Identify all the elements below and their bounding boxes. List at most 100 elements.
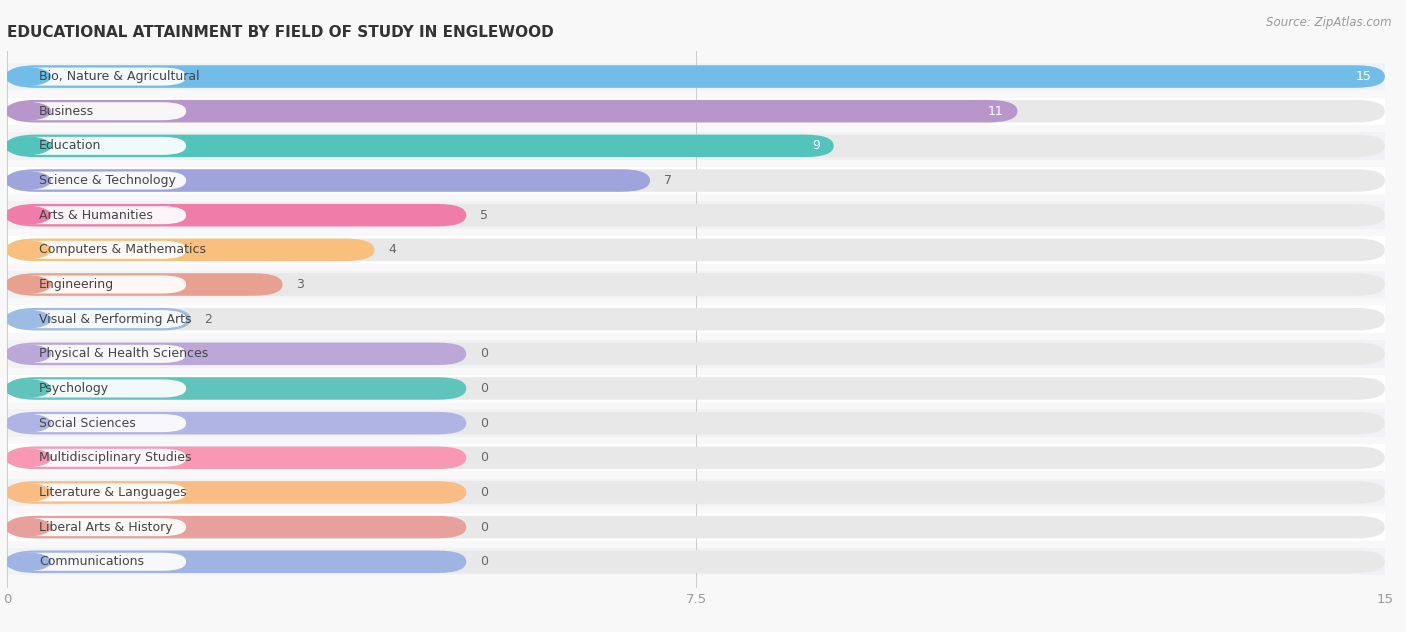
FancyBboxPatch shape: [7, 204, 1385, 226]
FancyBboxPatch shape: [7, 132, 1385, 159]
Circle shape: [4, 484, 51, 501]
Text: Science & Technology: Science & Technology: [39, 174, 176, 187]
Text: Multidisciplinary Studies: Multidisciplinary Studies: [39, 451, 191, 465]
FancyBboxPatch shape: [7, 102, 186, 120]
Circle shape: [4, 310, 51, 328]
Text: Communications: Communications: [39, 556, 143, 568]
FancyBboxPatch shape: [7, 276, 186, 293]
Text: 4: 4: [388, 243, 396, 257]
Text: 0: 0: [479, 382, 488, 395]
Text: 15: 15: [1355, 70, 1371, 83]
FancyBboxPatch shape: [7, 516, 467, 538]
FancyBboxPatch shape: [7, 308, 1385, 331]
FancyBboxPatch shape: [7, 137, 186, 155]
Circle shape: [4, 207, 51, 224]
FancyBboxPatch shape: [7, 167, 1385, 194]
FancyBboxPatch shape: [7, 236, 1385, 264]
FancyBboxPatch shape: [7, 444, 1385, 471]
FancyBboxPatch shape: [7, 340, 1385, 368]
FancyBboxPatch shape: [7, 238, 374, 261]
FancyBboxPatch shape: [7, 548, 1385, 576]
FancyBboxPatch shape: [7, 238, 1385, 261]
Circle shape: [4, 276, 51, 293]
FancyBboxPatch shape: [7, 305, 1385, 333]
FancyBboxPatch shape: [7, 100, 1385, 123]
FancyBboxPatch shape: [7, 377, 1385, 400]
FancyBboxPatch shape: [7, 135, 1385, 157]
FancyBboxPatch shape: [7, 553, 186, 571]
Circle shape: [4, 345, 51, 363]
FancyBboxPatch shape: [7, 202, 1385, 229]
Text: 0: 0: [479, 416, 488, 430]
Text: 0: 0: [479, 521, 488, 533]
FancyBboxPatch shape: [7, 68, 186, 85]
Text: Physical & Health Sciences: Physical & Health Sciences: [39, 348, 208, 360]
Text: Literature & Languages: Literature & Languages: [39, 486, 187, 499]
FancyBboxPatch shape: [7, 412, 1385, 434]
FancyBboxPatch shape: [7, 550, 1385, 573]
Circle shape: [4, 380, 51, 397]
FancyBboxPatch shape: [7, 65, 1385, 88]
Circle shape: [4, 553, 51, 571]
Text: 0: 0: [479, 348, 488, 360]
Text: 7: 7: [664, 174, 672, 187]
FancyBboxPatch shape: [7, 550, 467, 573]
FancyBboxPatch shape: [7, 414, 186, 432]
Text: Business: Business: [39, 105, 94, 118]
Circle shape: [4, 137, 51, 154]
FancyBboxPatch shape: [7, 65, 1385, 88]
FancyBboxPatch shape: [7, 204, 467, 226]
FancyBboxPatch shape: [7, 343, 1385, 365]
Text: Liberal Arts & History: Liberal Arts & History: [39, 521, 173, 533]
Text: Bio, Nature & Agricultural: Bio, Nature & Agricultural: [39, 70, 200, 83]
Text: Psychology: Psychology: [39, 382, 108, 395]
FancyBboxPatch shape: [7, 169, 1385, 191]
Text: EDUCATIONAL ATTAINMENT BY FIELD OF STUDY IN ENGLEWOOD: EDUCATIONAL ATTAINMENT BY FIELD OF STUDY…: [7, 25, 554, 40]
FancyBboxPatch shape: [7, 377, 467, 400]
Text: 0: 0: [479, 451, 488, 465]
FancyBboxPatch shape: [7, 310, 186, 328]
Circle shape: [4, 415, 51, 432]
Text: Visual & Performing Arts: Visual & Performing Arts: [39, 313, 191, 325]
Text: Source: ZipAtlas.com: Source: ZipAtlas.com: [1267, 16, 1392, 29]
FancyBboxPatch shape: [7, 481, 1385, 504]
FancyBboxPatch shape: [7, 483, 186, 501]
FancyBboxPatch shape: [7, 518, 186, 536]
Circle shape: [4, 172, 51, 189]
Text: 5: 5: [479, 209, 488, 222]
Text: Arts & Humanities: Arts & Humanities: [39, 209, 153, 222]
Circle shape: [4, 449, 51, 466]
FancyBboxPatch shape: [7, 135, 834, 157]
Text: Social Sciences: Social Sciences: [39, 416, 135, 430]
FancyBboxPatch shape: [7, 343, 467, 365]
FancyBboxPatch shape: [7, 410, 1385, 437]
Text: 3: 3: [297, 278, 304, 291]
Text: Education: Education: [39, 140, 101, 152]
FancyBboxPatch shape: [7, 270, 1385, 298]
Text: 2: 2: [204, 313, 212, 325]
Text: 9: 9: [813, 140, 820, 152]
FancyBboxPatch shape: [7, 241, 186, 259]
FancyBboxPatch shape: [7, 273, 1385, 296]
FancyBboxPatch shape: [7, 100, 1018, 123]
FancyBboxPatch shape: [7, 479, 1385, 506]
Text: 0: 0: [479, 486, 488, 499]
Text: Computers & Mathematics: Computers & Mathematics: [39, 243, 205, 257]
Circle shape: [4, 518, 51, 536]
FancyBboxPatch shape: [7, 171, 186, 190]
FancyBboxPatch shape: [7, 481, 467, 504]
FancyBboxPatch shape: [7, 447, 467, 469]
Text: 0: 0: [479, 556, 488, 568]
Text: 11: 11: [988, 105, 1004, 118]
FancyBboxPatch shape: [7, 513, 1385, 541]
FancyBboxPatch shape: [7, 516, 1385, 538]
Circle shape: [4, 68, 51, 85]
Text: Engineering: Engineering: [39, 278, 114, 291]
Circle shape: [4, 241, 51, 258]
FancyBboxPatch shape: [7, 63, 1385, 90]
FancyBboxPatch shape: [7, 449, 186, 467]
FancyBboxPatch shape: [7, 169, 650, 191]
FancyBboxPatch shape: [7, 97, 1385, 125]
FancyBboxPatch shape: [7, 273, 283, 296]
Circle shape: [4, 102, 51, 120]
